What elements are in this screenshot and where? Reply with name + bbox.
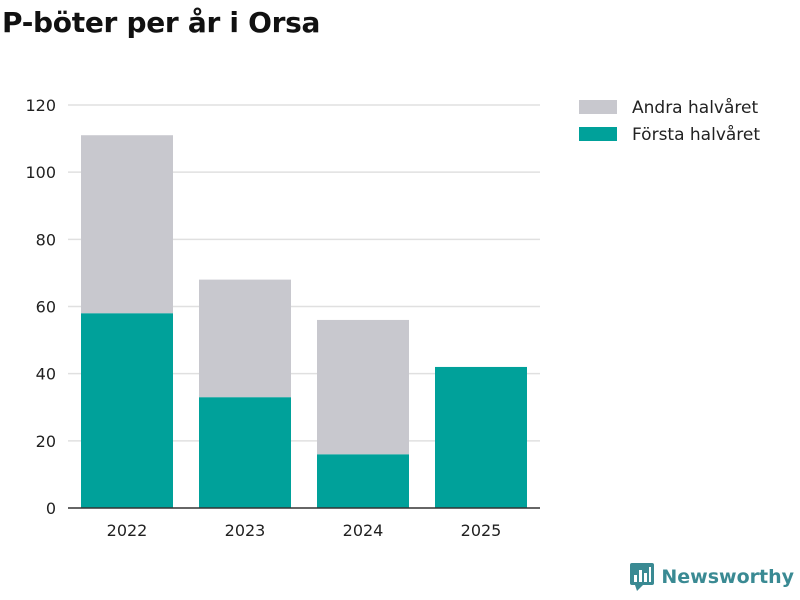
y-tick-label-40: 40 [36,365,56,384]
bar-2025-forsta [435,366,527,508]
y-tick-label-60: 60 [36,298,56,317]
x-tick-label-2022: 2022 [107,521,148,540]
x-tick-label-2025: 2025 [461,521,502,540]
chart-title: P-böter per år i Orsa [2,6,321,39]
bar-2023-andra [199,279,291,398]
legend-swatch-andra [579,100,617,114]
y-tick-label-80: 80 [36,230,56,249]
brand-logo: Newsworthy [629,562,794,592]
brand-name: Newsworthy [661,566,794,588]
legend: Andra halvåret Första halvåret [579,97,760,145]
legend-label-forsta: Första halvåret [632,124,760,145]
x-tick-label-2023: 2023 [225,521,266,540]
legend-label-andra: Andra halvåret [632,97,758,118]
y-tick-label-100: 100 [25,163,56,182]
bars [81,135,527,508]
newsworthy-logo-icon [630,563,655,591]
y-tick-label-120: 120 [25,96,56,115]
axes: 0 20 40 60 80 100 120 2022 2023 2024 2025 [25,96,540,540]
y-tick-label-0: 0 [46,499,56,518]
bar-2022-andra [81,135,173,314]
legend-swatch-forsta [579,127,617,141]
y-tick-label-20: 20 [36,432,56,451]
bar-2022-forsta [81,313,173,508]
bar-2024-andra [317,319,409,455]
bar-2024-forsta [317,454,409,508]
x-tick-label-2024: 2024 [343,521,384,540]
bar-2023-forsta [199,397,291,508]
